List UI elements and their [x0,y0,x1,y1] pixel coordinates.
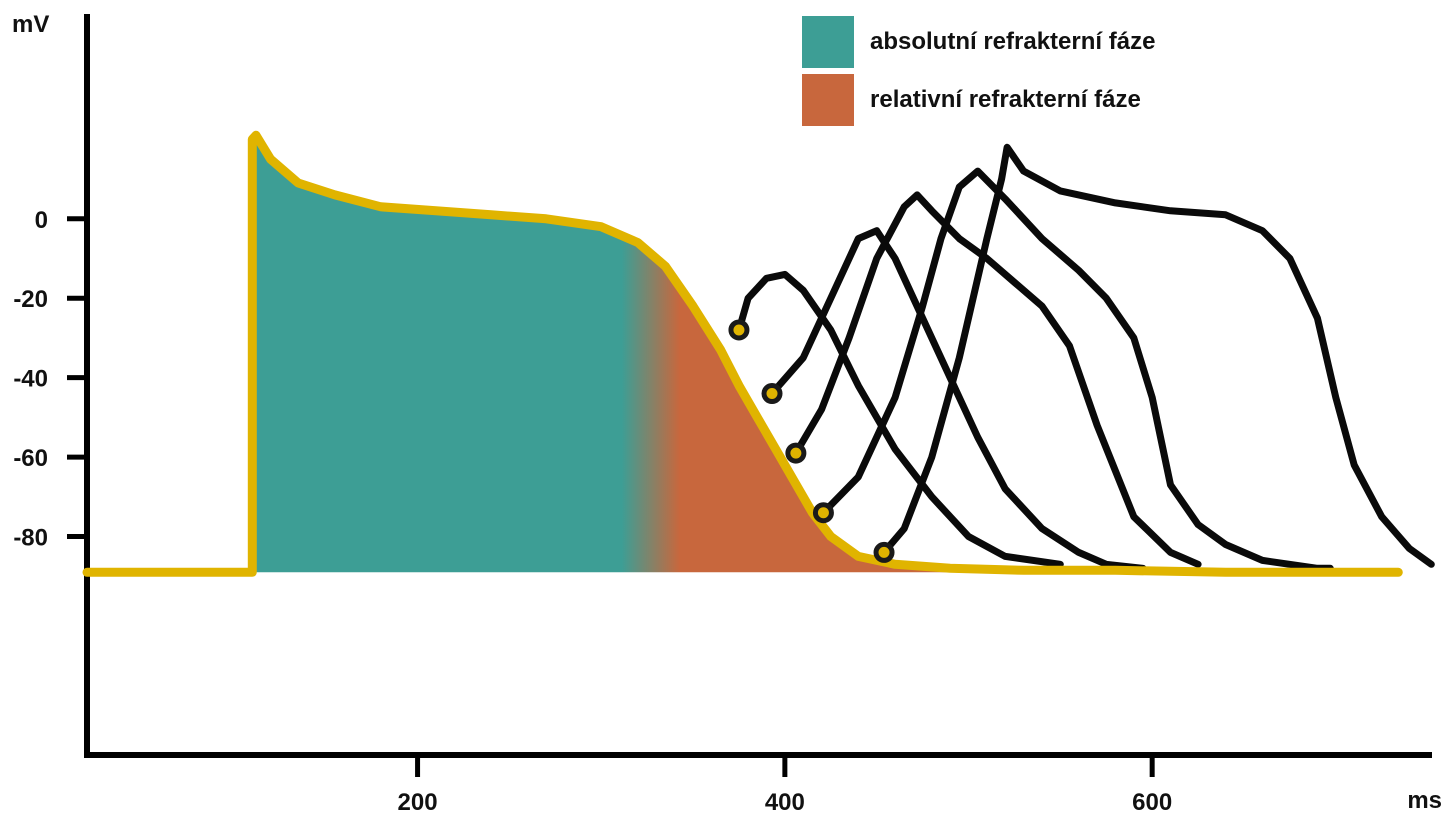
stimulus-point [761,383,783,405]
x-tick-label: 600 [1132,789,1172,815]
y-tick-label: -60 [13,445,48,472]
refractory-area [252,135,1399,573]
main-ap-trace [82,130,1403,577]
stimulus-point [812,502,834,524]
legend-label-relative: relativní refrakterní fáze [870,86,1141,113]
y-tick-label: -80 [13,525,48,552]
stimulus-point [785,442,807,464]
legend-swatch-absolute [802,16,854,68]
stimulus-point [728,319,750,341]
y-axis-label: mV [12,11,49,38]
premature-ap-trace [880,143,1435,568]
legend-item-absolute: absolutní refrakterní fáze [802,14,1155,70]
y-tick-label: 0 [35,207,48,234]
premature-ap-trace [768,227,1147,572]
legend-item-relative: relativní refrakterní fáze [802,72,1155,128]
legend-label-absolute: absolutní refrakterní fáze [870,28,1156,55]
x-tick-label: 400 [765,789,805,815]
legend: absolutní refrakterní fáze relativní ref… [802,14,1155,130]
legend-swatch-relative [802,74,854,126]
premature-ap-trace [792,191,1202,568]
x-axis-label: ms [1407,787,1442,814]
premature-ap-trace [819,167,1334,572]
y-tick-label: -20 [13,286,48,313]
stimulus-point [873,541,895,563]
x-tick-label: 200 [398,789,438,815]
y-tick-label: -40 [13,366,48,393]
